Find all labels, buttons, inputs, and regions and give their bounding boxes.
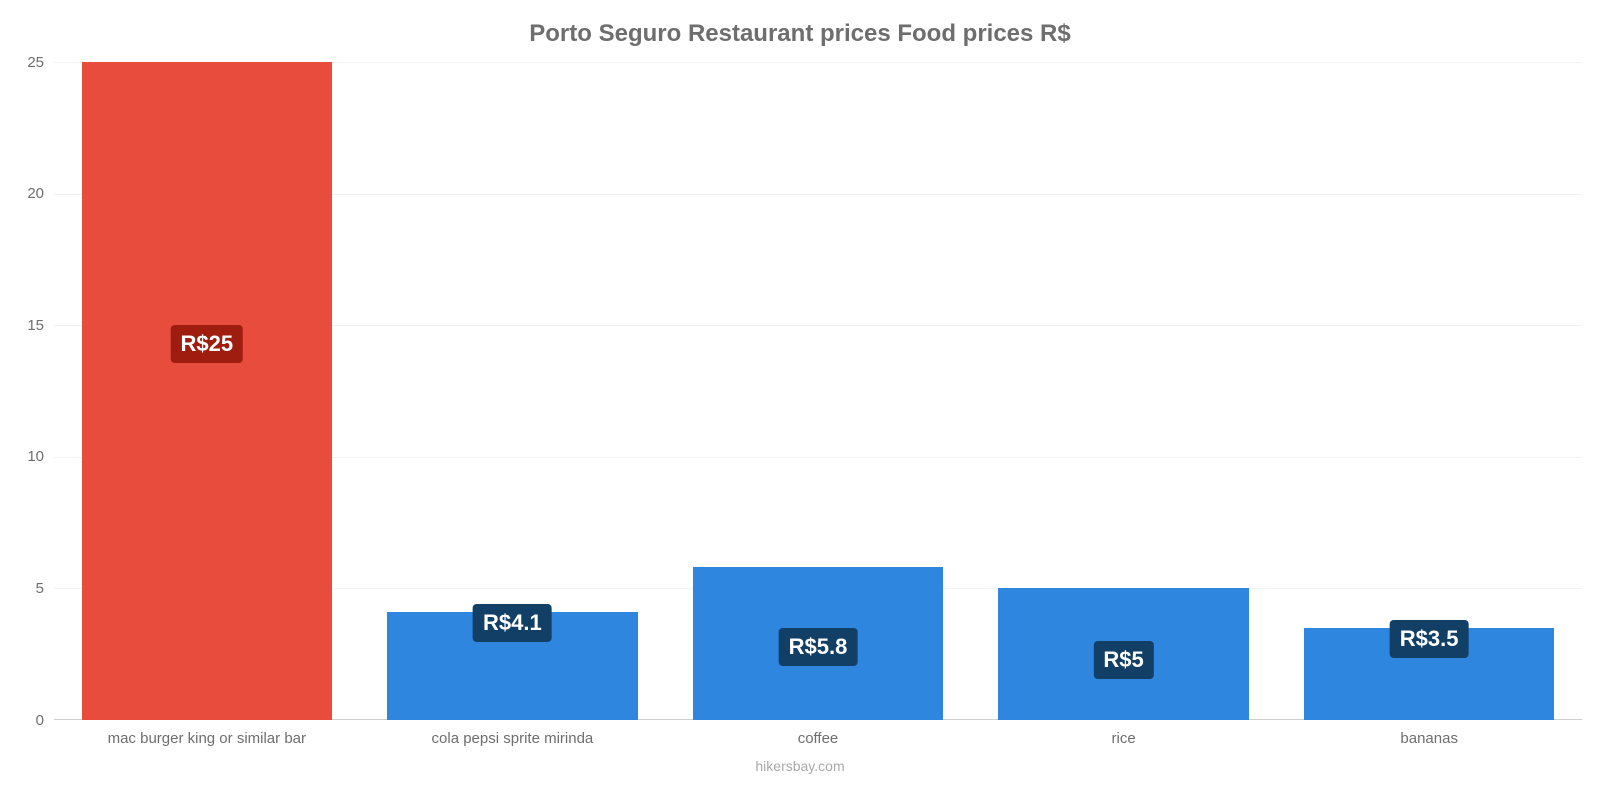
y-tick-label: 25 bbox=[0, 54, 44, 71]
bar-slot: R$4.1 bbox=[360, 62, 666, 720]
chart-title: Porto Seguro Restaurant prices Food pric… bbox=[0, 0, 1600, 48]
bar: R$4.1 bbox=[387, 612, 638, 720]
y-tick-label: 10 bbox=[0, 448, 44, 465]
bar: R$5.8 bbox=[693, 567, 944, 720]
x-tick-label: coffee bbox=[665, 730, 971, 747]
bar-slot: R$5 bbox=[971, 62, 1277, 720]
price-bar-chart: Porto Seguro Restaurant prices Food pric… bbox=[0, 0, 1600, 800]
x-tick-label: cola pepsi sprite mirinda bbox=[360, 730, 666, 747]
bar-value-badge: R$5 bbox=[1093, 641, 1153, 679]
bar-slot: R$25 bbox=[54, 62, 360, 720]
bar-value-badge: R$3.5 bbox=[1390, 620, 1469, 658]
bar-value-badge: R$4.1 bbox=[473, 604, 552, 642]
x-tick-label: mac burger king or similar bar bbox=[54, 730, 360, 747]
bars-row: R$25 R$4.1 R$5.8 R$5 R$3.5 bbox=[54, 62, 1582, 720]
bar: R$5 bbox=[998, 588, 1249, 720]
bar: R$3.5 bbox=[1304, 628, 1555, 720]
x-tick-label: rice bbox=[971, 730, 1277, 747]
y-tick-label: 5 bbox=[0, 580, 44, 597]
y-tick-label: 0 bbox=[0, 712, 44, 729]
x-tick-label: bananas bbox=[1276, 730, 1582, 747]
plot-area: R$25 R$4.1 R$5.8 R$5 R$3.5 bbox=[54, 62, 1582, 720]
bar-value-badge: R$5.8 bbox=[779, 628, 858, 666]
y-tick-label: 20 bbox=[0, 185, 44, 202]
y-tick-label: 15 bbox=[0, 317, 44, 334]
credit-text: hikersbay.com bbox=[0, 758, 1600, 774]
bar-slot: R$5.8 bbox=[665, 62, 971, 720]
bar: R$25 bbox=[82, 62, 333, 720]
bar-value-badge: R$25 bbox=[170, 325, 243, 363]
bar-slot: R$3.5 bbox=[1276, 62, 1582, 720]
